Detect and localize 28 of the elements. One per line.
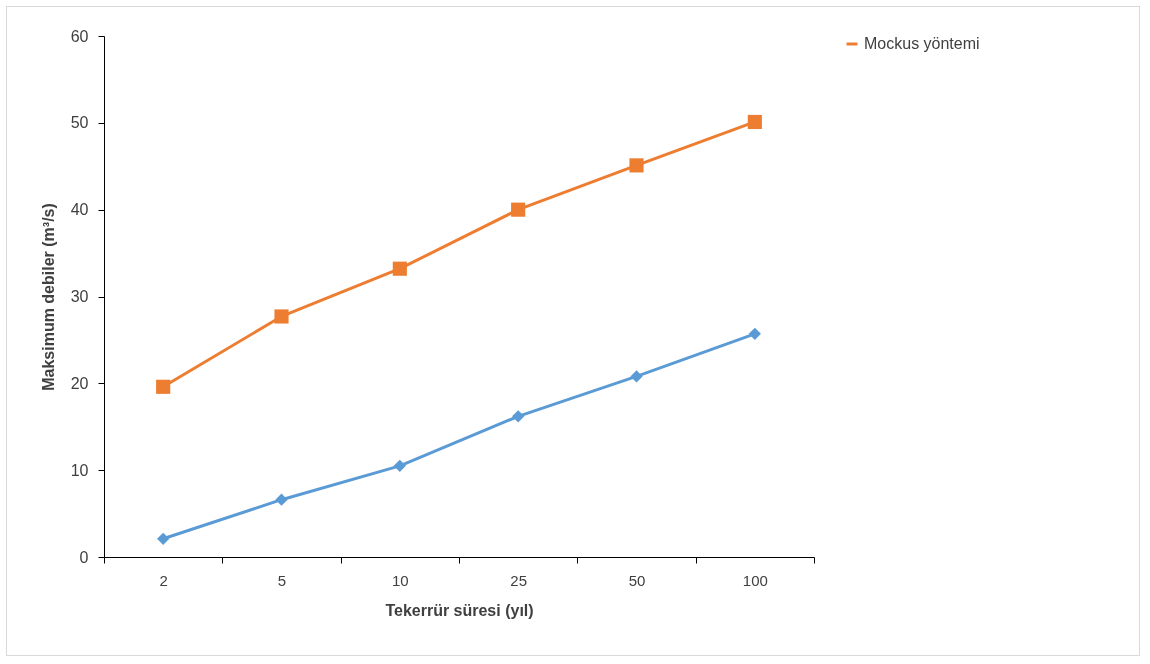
- legend-label: Mockus yöntemi: [864, 35, 980, 52]
- y-tick-label: 60: [70, 27, 89, 45]
- point: [392, 261, 407, 276]
- y-tick-label: 20: [70, 374, 89, 392]
- point: [512, 410, 525, 423]
- x-tick-label: 100: [742, 571, 768, 589]
- point: [274, 309, 289, 324]
- point: [747, 114, 762, 130]
- y-tick-label: 30: [70, 288, 89, 305]
- x-tick-label: 10: [391, 571, 409, 589]
- point: [393, 459, 406, 472]
- x-axis-title: Tekerrür süresi (yıl): [385, 601, 534, 619]
- point: [275, 493, 288, 506]
- point: [630, 370, 643, 383]
- x-tick-label: 5: [277, 571, 287, 589]
- x-tick-label: 2: [159, 571, 168, 589]
- y-tick-label: 10: [70, 461, 89, 479]
- x-tick-label: 50: [628, 571, 646, 589]
- point: [157, 532, 170, 545]
- point: [629, 158, 644, 173]
- x-tick-label: 25: [510, 571, 528, 589]
- point: [511, 202, 526, 217]
- y-tick-label: 50: [70, 114, 89, 132]
- y-tick-label: 0: [79, 548, 89, 566]
- point: [748, 327, 761, 340]
- y-tick-label: 40: [70, 201, 89, 219]
- point: [156, 379, 171, 394]
- y-axis-title: Maksimum debiler (m³/s): [39, 203, 57, 391]
